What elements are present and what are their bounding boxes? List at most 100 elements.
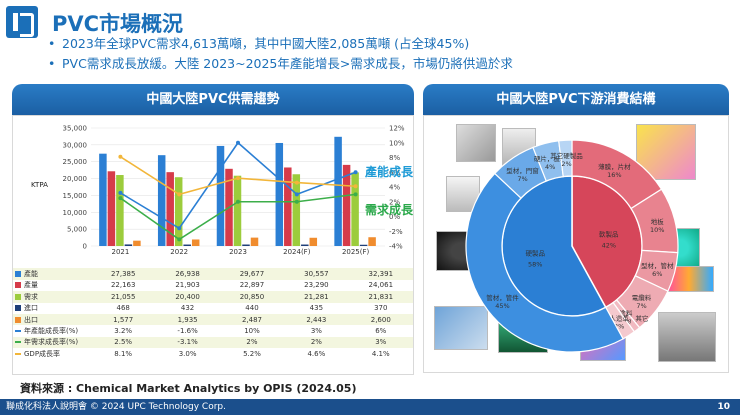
outer-slice-pct: 2% (561, 160, 571, 168)
table-cell: 21,281 (304, 292, 329, 301)
table-cell: 3% (310, 327, 322, 336)
line-point (236, 140, 240, 145)
y2-tick-label: 0% (389, 213, 400, 221)
left-panel-title: 中國大陸PVC供需趨勢 (12, 84, 414, 115)
table-cell: 21,055 (110, 292, 136, 301)
table-cell: 32,391 (368, 270, 394, 279)
series-name: 進口 (24, 304, 38, 313)
inner-slice-label: 硬製品 (525, 248, 545, 257)
bar (275, 142, 284, 246)
page-number: 10 (717, 402, 730, 412)
inner-slice-pct: 58% (528, 260, 542, 268)
outer-slice-pct: 2% (614, 322, 624, 330)
table-cell: 10% (244, 327, 260, 336)
capacity-growth-annotation: 產能成長率 (364, 164, 413, 179)
outer-slice-pct: 7% (517, 175, 527, 183)
outer-slice-pct: 10% (650, 226, 664, 234)
y2-tick-label: -2% (389, 228, 403, 236)
outer-slice-pct: 45% (495, 302, 509, 310)
y2-tick-label: 6% (389, 169, 400, 177)
outer-slice-label: 鞋料，人造革，其它 (590, 313, 649, 322)
line-point (353, 192, 358, 197)
y-tick-label: 20,000 (63, 175, 88, 183)
bar (133, 240, 141, 246)
table-cell: 8.1% (114, 349, 133, 358)
table-cell: 26,938 (175, 270, 200, 279)
legend-swatch (15, 330, 21, 333)
bar (116, 175, 124, 246)
sheet-product-image (456, 124, 496, 162)
legend-swatch (15, 271, 21, 278)
table-cell: 24,061 (368, 281, 394, 290)
footer-bar: 聯成化科法人說明會 © 2024 UPC Technology Corp. 10 (0, 399, 740, 415)
x-tick-label: 2022 (170, 248, 188, 256)
bar (233, 175, 242, 246)
line-point (353, 184, 358, 189)
summary-bullets: 2023年全球PVC需求4,613萬噸，其中中國大陸2,085萬噸 (占全球45… (48, 34, 513, 74)
outer-slice-label: 其它硬製品 (550, 151, 583, 160)
gloves-image (434, 306, 488, 350)
outer-slice-label: 地板 (651, 217, 665, 226)
table-cell: 2.5% (114, 338, 133, 347)
table-row: 需求 21,055 20,400 20,850 21,281 21,831 (13, 291, 413, 303)
series-name: 產量 (24, 281, 38, 290)
chart-data-table: 產能 27,385 26,938 29,677 30,557 32,391 產量 22,163… (13, 257, 413, 360)
table-cell: 27,385 (110, 270, 136, 279)
inner-slice-label: 軟製品 (599, 230, 619, 239)
line-point (294, 199, 299, 204)
bar (334, 136, 342, 246)
bar (301, 244, 309, 246)
table-row: GDP成長率 8.1% 3.0% 5.2% 4.6% 4.1% (13, 348, 413, 360)
table-cell: 4.1% (371, 349, 390, 358)
bar (242, 244, 250, 246)
table-cell: 2,487 (241, 315, 262, 324)
x-tick-label: 2024(F) (283, 248, 311, 256)
car-interior-image (658, 312, 716, 362)
y-tick-label: 15,000 (63, 192, 88, 200)
legend-swatch (15, 282, 21, 289)
table-cell: 468 (116, 304, 130, 313)
footer-text: 聯成化科法人說明會 © 2024 UPC Technology Corp. (6, 402, 226, 412)
bar (359, 244, 368, 246)
table-row: 出口 1,577 1,935 2,487 2,443 2,600 (13, 313, 413, 326)
bar (107, 171, 116, 246)
legend-swatch (15, 341, 21, 344)
table-cell: 22,897 (239, 281, 265, 290)
legend-swatch (15, 293, 21, 300)
table-cell: 1,577 (113, 315, 134, 324)
table-cell: 20,400 (175, 292, 200, 301)
table-cell: 3% (375, 338, 387, 347)
table-cell: 2% (246, 338, 258, 347)
outer-slice-label: 薄膜，片材 (598, 162, 631, 171)
x-tick-label: 2023 (229, 248, 247, 256)
line-point (118, 154, 123, 159)
table-row: 年產能成長率(%) 3.2% -1.6% 10% 3% 6% (13, 325, 413, 337)
legend-swatch (15, 305, 21, 312)
y-tick-label: 35,000 (63, 125, 88, 133)
table-cell: 21,831 (368, 292, 394, 301)
line-point (177, 192, 182, 197)
table-cell: 2% (310, 338, 322, 347)
y-tick-label: 0 (83, 243, 87, 251)
outer-slice-label: 硬片，板材 (534, 154, 567, 163)
line-point (294, 180, 299, 185)
demand-growth-annotation: 需求成長率 (365, 202, 413, 217)
company-logo-icon (6, 6, 38, 38)
bullet-item: 2023年全球PVC需求4,613萬噸，其中中國大陸2,085萬噸 (占全球45… (48, 34, 513, 54)
series-name: 出口 (24, 315, 38, 324)
series-name: 產能 (24, 270, 38, 279)
supply-demand-chart: 35,000 30,000 25,000 20,000 15,000 10,000 5,00… (31, 125, 413, 257)
table-cell: 370 (374, 304, 388, 313)
outer-slice-pct: 6% (652, 270, 662, 278)
bar (342, 164, 351, 246)
table-cell: 22,163 (110, 281, 136, 290)
bar (351, 172, 359, 246)
bar (250, 237, 259, 246)
page-title: PVC市場概況 (52, 12, 184, 36)
bar (174, 177, 183, 246)
table-cell: 440 (245, 304, 259, 313)
table-cell: 3.2% (114, 327, 133, 336)
bar (99, 153, 107, 246)
y-tick-label: 10,000 (63, 209, 88, 217)
bar (284, 167, 292, 246)
